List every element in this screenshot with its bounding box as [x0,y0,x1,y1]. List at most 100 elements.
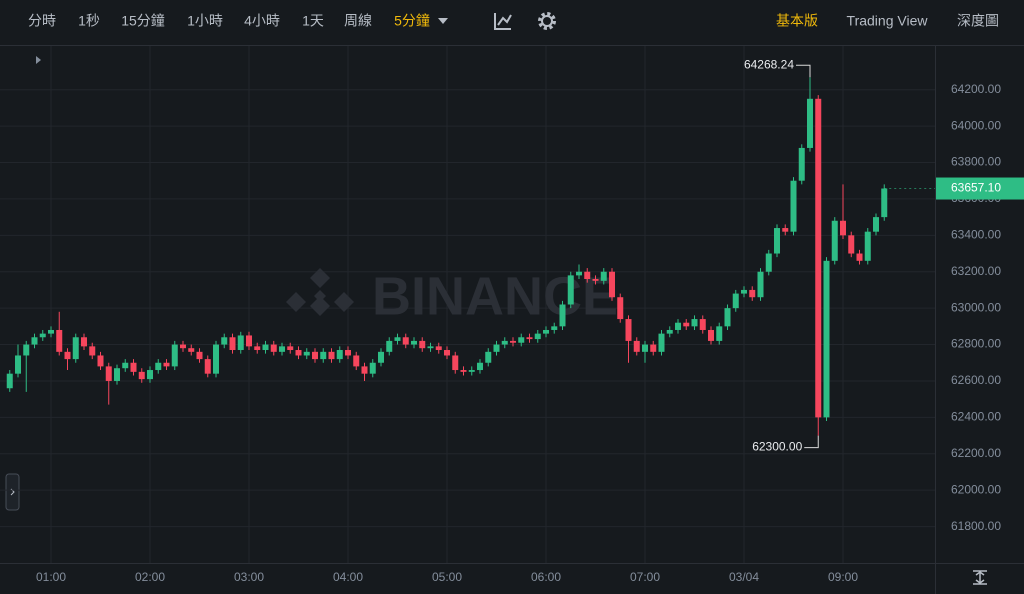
candle-body [427,346,434,349]
candle-body [518,337,525,343]
candle-body [369,362,376,374]
gear-teeth [538,12,556,30]
candle-body [64,351,71,360]
x-tick-label: 05:00 [432,570,462,584]
candle-body [840,220,846,236]
candle-body [782,228,789,232]
y-tick-label: 62200.00 [951,446,1001,460]
candle-body [815,98,822,418]
candle-body [559,304,566,327]
x-tick-label: 02:00 [135,570,165,584]
candle-body [609,271,615,298]
candle-body [114,368,120,381]
candle-body [254,346,261,351]
watermark: BINANCE [286,266,618,326]
x-tick-label: 04:00 [333,570,363,584]
interval-tab[interactable]: 1天 [302,13,324,29]
candle-body [204,359,211,374]
view-tab[interactable]: Trading View [847,13,929,29]
x-tick-label: 01:00 [36,570,66,584]
candle-body [89,346,96,356]
candle-body [328,351,335,360]
candle-body [312,351,318,360]
candle-body [270,344,277,352]
candle-body [460,370,467,372]
candle-body [749,289,756,298]
candle-body [353,355,360,367]
candle-body [303,351,310,356]
candle-body [105,366,112,381]
candle-body [246,335,252,347]
scale-icon[interactable] [973,570,987,585]
interval-tab[interactable]: 分時 [28,13,56,29]
candle-body [237,335,244,351]
y-tick-label: 63200.00 [951,264,1001,278]
candle-body [658,333,665,352]
candle-body [790,180,797,232]
candle-body [31,337,38,345]
indicator-icon[interactable] [494,13,512,30]
candle-body [39,333,46,338]
candle-body [394,337,401,341]
candle-body [510,340,516,343]
candle-body [584,271,591,280]
view-tab[interactable]: 深度圖 [957,13,999,29]
candle-body [600,271,607,281]
y-tick-label: 62600.00 [951,373,1001,387]
candle-body [642,344,648,352]
interval-tab[interactable]: 1秒 [78,13,100,29]
candle-body [97,355,104,367]
candle-body [543,329,549,334]
candle-body [196,351,203,360]
candle-body [48,329,54,334]
collapse-button[interactable] [5,473,20,511]
expand-legend[interactable] [36,56,41,64]
interval-tab[interactable]: 1小時 [187,13,223,29]
y-tick-label: 62000.00 [951,482,1001,496]
candle-body [633,340,640,352]
candle-body [823,260,830,418]
candle-body [716,326,723,341]
x-tick-label: 03/04 [729,570,759,584]
candle-body [468,370,475,372]
y-tick-label: 64000.00 [951,118,1001,132]
watermark-text: BINANCE [372,266,618,326]
dropdown-caret[interactable] [438,18,448,24]
candle-body [848,235,855,254]
candle-body [452,355,459,371]
interval-tab[interactable]: 周線 [344,13,372,29]
candle-body [617,297,624,320]
candle-body [435,346,442,351]
interval-tab[interactable]: 15分鐘 [121,13,165,29]
settings-icon[interactable] [538,12,556,30]
candle-body [699,319,706,330]
candle-body [493,344,500,352]
candle-body [122,362,129,369]
candle-body [345,350,351,356]
candle-body [691,319,698,327]
annotation-leader [796,64,811,78]
candle-body [72,337,79,360]
interval-tab[interactable]: 4小時 [244,13,280,29]
candle-body [477,362,483,371]
candle-body [592,279,599,281]
scale-glyph [973,570,987,585]
candle-body [411,340,417,345]
candle-body [23,344,30,356]
candle-body [724,308,731,327]
last-price-tag [936,177,1024,200]
candle-body [336,350,343,360]
candle-body [188,348,195,352]
candle-body [320,351,327,360]
y-tick-label: 64200.00 [951,82,1001,96]
y-tick-label: 62800.00 [951,337,1001,351]
candle-body [15,355,21,374]
candle-body [402,337,409,345]
annotation-leader [804,435,819,449]
candle-body [683,322,690,327]
candle-body [229,337,236,351]
annotation-label: 62300.00 [752,440,802,454]
interval-tab[interactable]: 5分鐘 [394,13,430,29]
view-tab[interactable]: 基本版 [776,13,818,29]
